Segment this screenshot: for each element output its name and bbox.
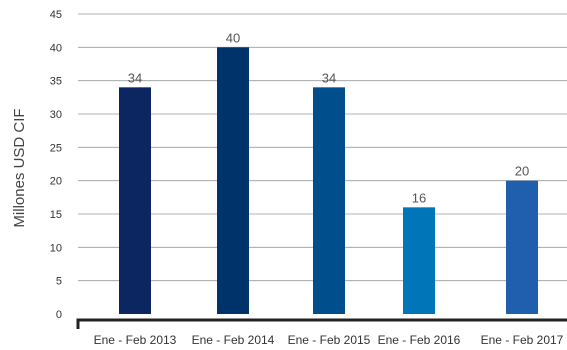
data-label: 34 [322,70,336,85]
y-tick-label: 30 [50,109,62,121]
bar [217,47,249,314]
bar [119,87,151,314]
x-tick-label: Ene - Feb 2016 [378,333,461,347]
bar [403,207,435,314]
y-tick-label: 35 [50,76,62,88]
y-tick-label: 25 [50,142,62,154]
x-tick-label: Ene - Feb 2014 [192,333,275,347]
y-tick-label: 20 [50,176,62,188]
bar [313,87,345,314]
y-tick-label: 15 [50,209,62,221]
data-labels: 34 40 34 16 20 [128,30,529,205]
y-tick-label: 45 [50,9,62,21]
bars [119,47,538,314]
y-tick-labels: 0 5 10 15 20 25 30 35 40 45 [50,9,62,321]
data-label: 34 [128,70,142,85]
y-tick-label: 40 [50,42,62,54]
data-label: 16 [412,190,426,205]
y-tick-label: 10 [50,242,62,254]
x-tick-label: Ene - Feb 2015 [288,333,371,347]
bar [506,180,538,314]
y-tick-label: 5 [56,276,62,288]
data-label: 40 [226,30,240,45]
x-tick-labels: Ene - Feb 2013 Ene - Feb 2014 Ene - Feb 20… [94,333,564,347]
x-tick-label: Ene - Feb 2017 [481,333,564,347]
data-label: 20 [515,164,529,179]
x-tick-label: Ene - Feb 2013 [94,333,177,347]
y-axis-title: Millones USD CIF [11,108,28,227]
y-tick-label: 0 [56,309,62,321]
